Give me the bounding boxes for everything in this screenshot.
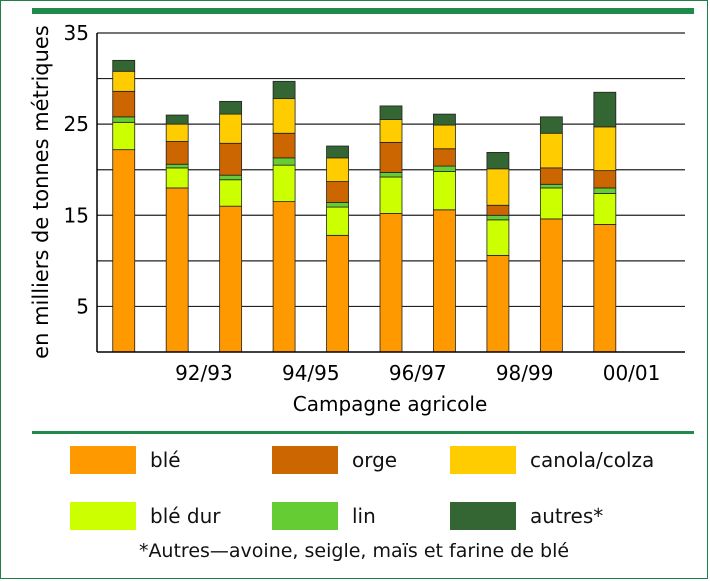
bar-segment	[220, 101, 242, 114]
bar-segment	[327, 207, 349, 235]
bar-segment	[113, 71, 135, 91]
bar-segment	[487, 255, 509, 352]
y-tick-label: 25	[64, 112, 89, 136]
y-tick-labels: 5 15 25 35	[64, 21, 89, 318]
bar-segment	[487, 152, 509, 168]
bar-segment	[433, 149, 455, 166]
x-tick-label: 96/97	[389, 361, 447, 385]
legend-swatch	[450, 446, 516, 474]
bar-segment	[220, 180, 242, 206]
bar-segment	[380, 106, 402, 120]
bar-segment	[380, 142, 402, 172]
bar-segment	[594, 188, 616, 193]
bar-segment	[433, 166, 455, 171]
bar-segment	[220, 114, 242, 143]
legend-swatch	[272, 502, 338, 530]
bar-segment	[327, 182, 349, 203]
bar-segment	[273, 133, 295, 158]
bar-segment	[540, 188, 562, 219]
x-tick-label: 92/93	[175, 361, 233, 385]
bar-segment	[487, 169, 509, 205]
bar-segment	[113, 60, 135, 71]
bar-segment	[166, 141, 188, 164]
footnote: *Autres—avoine, seigle, maïs et farine d…	[0, 540, 708, 562]
bar-segment	[540, 133, 562, 168]
bars	[113, 60, 616, 352]
bar-segment	[594, 127, 616, 171]
legend-label: canola/colza	[530, 448, 654, 472]
bar-segment	[380, 177, 402, 213]
legend-swatch	[450, 502, 516, 530]
bar-segment	[487, 205, 509, 215]
bar-segment	[540, 117, 562, 133]
legend-item: orge	[272, 446, 397, 474]
y-tick-label: 35	[64, 21, 89, 45]
x-axis-label: Campagne agricole	[293, 392, 488, 416]
bar-segment	[166, 124, 188, 141]
bar-segment	[166, 164, 188, 168]
legend-label: orge	[352, 448, 397, 472]
bar-segment	[433, 114, 455, 125]
bar-segment	[166, 168, 188, 188]
bar-segment	[113, 117, 135, 122]
bar-segment	[594, 171, 616, 188]
stacked-bar-chart: 5 15 25 35 92/93 94/95 96/97 98/99 00/01 en mil…	[0, 0, 708, 430]
legend-swatch	[272, 446, 338, 474]
bar-segment	[594, 193, 616, 224]
legend-label: lin	[352, 504, 376, 528]
bar-segment	[487, 215, 509, 220]
bar-segment	[273, 158, 295, 165]
x-tick-label: 00/01	[603, 361, 661, 385]
legend-item: autres*	[450, 502, 603, 530]
legend-divider-rule	[32, 431, 694, 434]
x-tick-label: 94/95	[282, 361, 340, 385]
bar-segment	[540, 184, 562, 188]
bar-segment	[220, 206, 242, 352]
bar-segment	[380, 213, 402, 352]
bar-segment	[327, 203, 349, 208]
legend-item: canola/colza	[450, 446, 654, 474]
bar-segment	[433, 125, 455, 149]
bar-segment	[433, 172, 455, 210]
bar-segment	[540, 168, 562, 184]
x-tick-label: 98/99	[496, 361, 554, 385]
bar-segment	[273, 165, 295, 201]
bar-segment	[273, 99, 295, 134]
bar-segment	[273, 81, 295, 98]
bar-segment	[113, 91, 135, 117]
legend-swatch	[70, 502, 136, 530]
bar-segment	[327, 146, 349, 158]
legend-label: blé	[150, 448, 181, 472]
bar-segment	[273, 202, 295, 352]
bar-segment	[487, 220, 509, 256]
legend-label: blé dur	[150, 504, 221, 528]
bar-segment	[166, 188, 188, 352]
legend-item: blé	[70, 446, 181, 474]
x-tick-labels: 92/93 94/95 96/97 98/99 00/01	[175, 361, 660, 385]
bar-segment	[327, 235, 349, 352]
bar-segment	[540, 219, 562, 352]
legend-swatch	[70, 446, 136, 474]
legend-item: lin	[272, 502, 376, 530]
y-tick-label: 5	[76, 294, 89, 318]
bar-segment	[113, 122, 135, 149]
bar-segment	[594, 224, 616, 352]
legend-item: blé dur	[70, 502, 221, 530]
bar-segment	[594, 92, 616, 127]
bar-segment	[327, 158, 349, 182]
bar-segment	[433, 210, 455, 352]
bar-segment	[220, 175, 242, 180]
bar-segment	[166, 115, 188, 124]
y-tick-label: 15	[64, 203, 89, 227]
bar-segment	[220, 143, 242, 175]
bar-segment	[380, 172, 402, 177]
bar-segment	[113, 150, 135, 352]
bar-segment	[380, 120, 402, 143]
legend-label: autres*	[530, 504, 603, 528]
y-axis-label: en milliers de tonnes métriques	[29, 25, 53, 359]
